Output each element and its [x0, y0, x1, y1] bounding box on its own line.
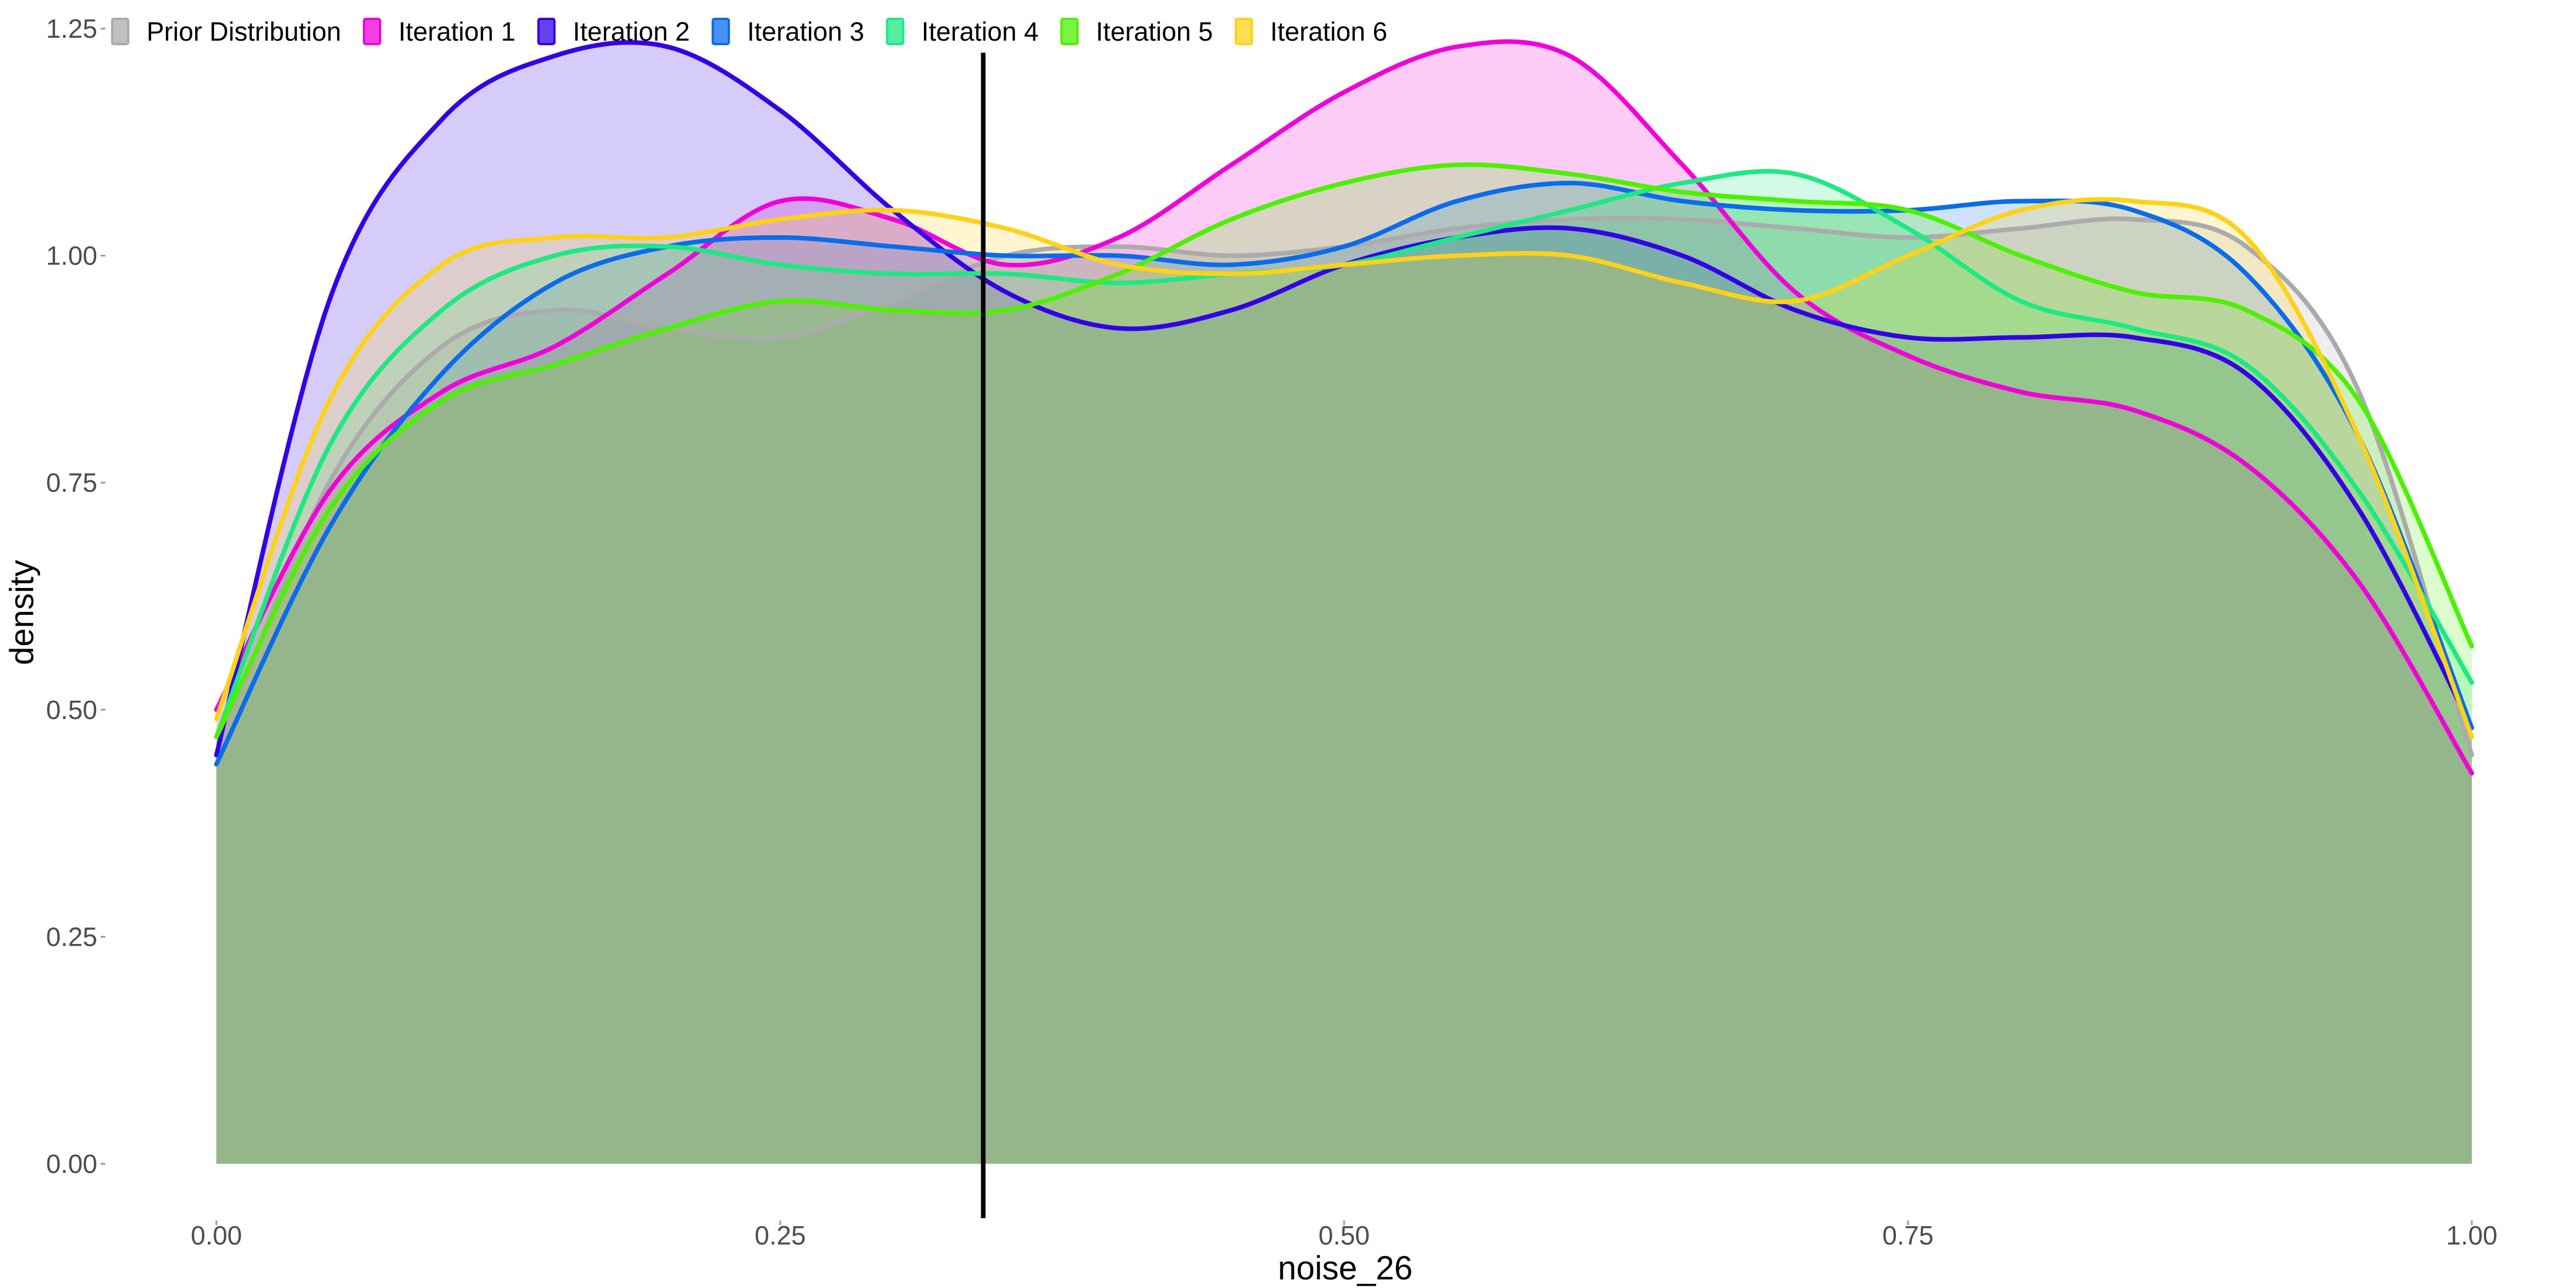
legend-label-4: Iteration 4: [922, 17, 1039, 46]
legend-label-2: Iteration 2: [573, 17, 690, 46]
y-tick-label-4: 1.00: [46, 241, 97, 271]
legend-swatch-5: [1060, 18, 1079, 45]
density-area-series-2: [216, 42, 2472, 1164]
legend-item-4: Iteration 4: [886, 17, 1039, 46]
y-tick-label-5: 1.25: [46, 14, 97, 44]
density-line-series-2: [214, 40, 2474, 758]
x-tick-label-3: 0.75: [1882, 1220, 1934, 1250]
density-areas: [216, 41, 2472, 1164]
legend-swatch-1: [362, 18, 381, 45]
legend-item-2: Iteration 2: [537, 17, 690, 46]
density-area-series-4: [216, 171, 2472, 1164]
density-line-series-3: [214, 180, 2474, 767]
legend-label-3: Iteration 3: [747, 17, 864, 46]
y-tick-label-3: 0.75: [46, 468, 97, 497]
x-axis: 0.00 0.25 0.50 0.75 1.00: [191, 1220, 2498, 1250]
density-lines: [214, 39, 2474, 776]
y-tick-label-1: 0.25: [46, 922, 97, 951]
legend-item-0: Prior Distribution: [111, 17, 341, 46]
legend-swatch-4: [886, 18, 904, 45]
y-axis-title: density: [3, 560, 41, 665]
x-tick-label-4: 1.00: [2446, 1220, 2498, 1250]
legend-swatch-6: [1234, 18, 1253, 45]
legend-swatch-3: [712, 18, 730, 45]
x-tick-label-0: 0.00: [191, 1220, 242, 1250]
x-axis-title: noise_26: [1278, 1250, 1412, 1287]
legend-label-5: Iteration 5: [1096, 17, 1213, 46]
density-area-series-0: [216, 218, 2472, 1164]
y-tick-label-0: 0.00: [46, 1149, 97, 1179]
y-axis: 0.00 0.25 0.50 0.75 1.00 1.25: [46, 14, 105, 1179]
density-line-series-6: [214, 197, 2474, 740]
density-area-series-5: [216, 164, 2472, 1164]
legend-item-3: Iteration 3: [712, 17, 864, 46]
x-tick-label-2: 0.50: [1318, 1220, 1370, 1250]
legend-swatch-2: [537, 18, 556, 45]
density-line-series-1: [214, 39, 2474, 776]
legend-label-6: Iteration 6: [1270, 17, 1388, 46]
legend: Prior Distribution Iteration 1 Iteration 2…: [111, 17, 1388, 46]
density-area-series-3: [216, 183, 2472, 1164]
density-area-series-6: [216, 199, 2472, 1164]
legend-item-6: Iteration 6: [1234, 17, 1388, 46]
legend-item-5: Iteration 5: [1060, 17, 1213, 46]
legend-swatch-0: [111, 18, 129, 45]
legend-label-1: Iteration 1: [398, 17, 516, 46]
density-area-series-1: [216, 41, 2472, 1164]
y-tick-label-2: 0.50: [46, 695, 97, 725]
legend-item-1: Iteration 1: [362, 17, 516, 46]
x-tick-label-1: 0.25: [754, 1220, 806, 1250]
density-line-series-5: [214, 162, 2474, 740]
legend-label-0: Prior Distribution: [147, 17, 341, 46]
